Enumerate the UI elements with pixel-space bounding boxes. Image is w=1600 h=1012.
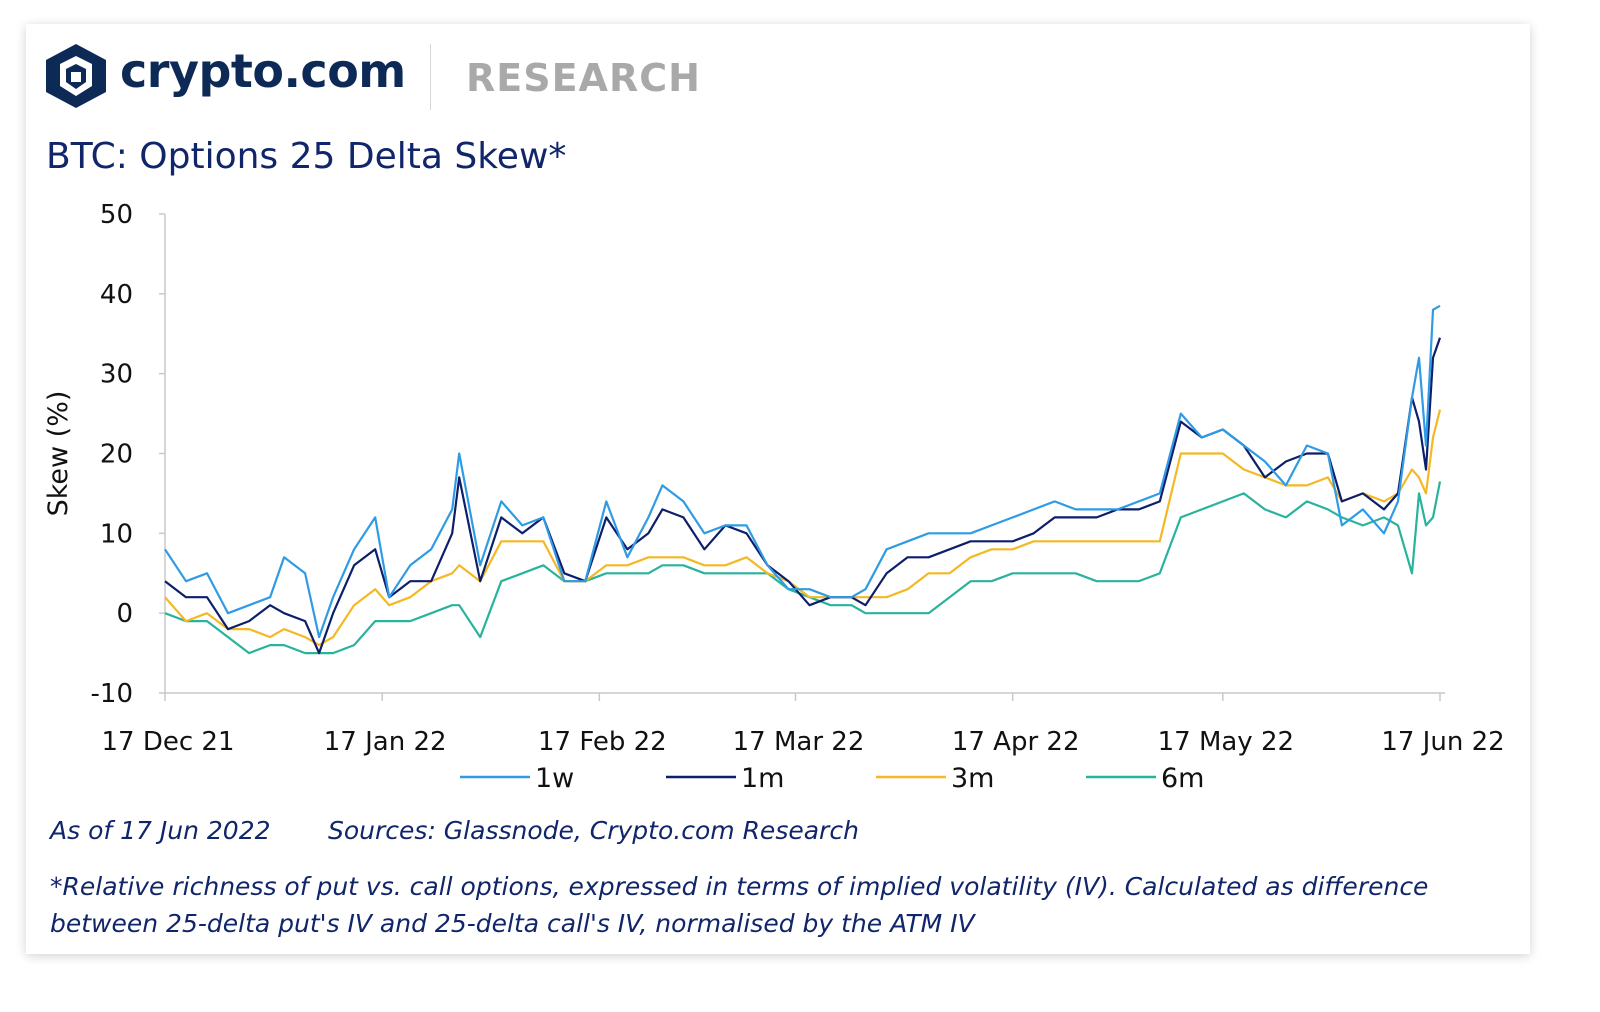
chart-title: BTC: Options 25 Delta Skew* [46,136,567,177]
x-tick-label: 17 Mar 22 [733,727,865,757]
x-tick-label: 17 Feb 22 [538,727,667,757]
y-tick-label: 50 [100,200,133,230]
sources-text: Sources: Glassnode, Crypto.com Research [328,816,859,845]
y-tick-label: 40 [100,280,133,310]
legend-label-1w: 1w [535,763,574,794]
report-card [26,24,1530,954]
legend-label-1m: 1m [741,763,784,794]
x-tick-label: 17 Apr 22 [952,727,1080,757]
legend-label-3m: 3m [951,763,994,794]
y-tick-label: -10 [91,679,133,709]
lion-shield-icon [46,44,106,108]
x-tick-label: 17 May 22 [1158,727,1294,757]
series-line-1w [164,304,1441,639]
y-tick-label: 20 [100,440,133,470]
y-tick-label: 30 [100,360,133,390]
header-divider [430,44,431,110]
y-tick-label: 10 [100,519,133,549]
crypto-com-logo [44,42,108,110]
x-tick-label: 17 Dec 21 [101,727,234,757]
section-label: RESEARCH [466,56,701,100]
y-axis-title: Skew (%) [43,391,74,517]
series-line-3m [164,409,1442,647]
footnote: *Relative richness of put vs. call optio… [50,872,1429,938]
series-line-6m [164,481,1442,655]
series-line-1m [164,337,1442,655]
as-of-date: As of 17 Jun 2022 [50,816,271,845]
x-tick-label: 17 Jun 22 [1381,727,1504,757]
y-tick-label: 0 [116,599,133,629]
brand-name: crypto.com [120,44,406,98]
legend-label-6m: 6m [1161,763,1204,794]
x-tick-label: 17 Jan 22 [324,727,447,757]
